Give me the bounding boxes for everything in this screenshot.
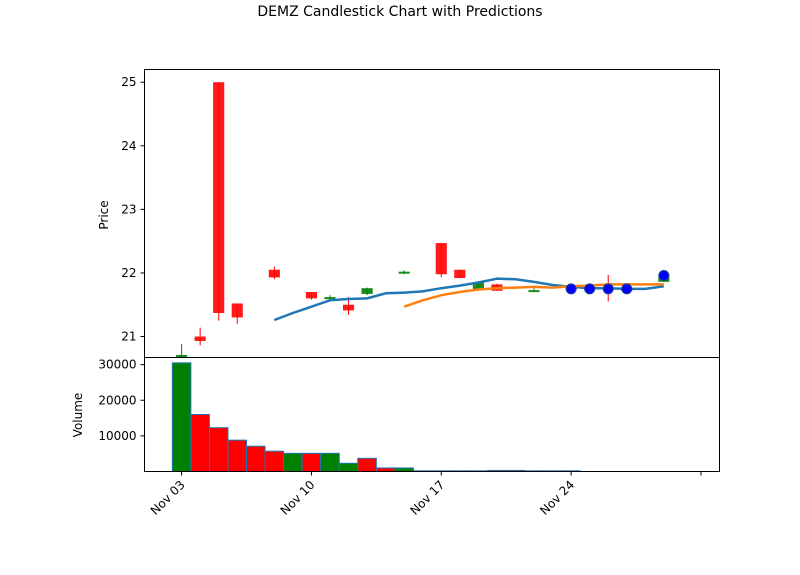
prediction-marker — [621, 283, 633, 295]
predictions-group — [565, 269, 670, 295]
chart-title: DEMZ Candlestick Chart with Predictions — [257, 4, 542, 20]
candle-body — [361, 288, 373, 294]
candle-body — [231, 303, 243, 318]
candle-body — [528, 290, 540, 293]
volume-bar — [264, 450, 285, 473]
price-tick-label: 23 — [121, 202, 136, 216]
volume-bar — [190, 414, 210, 472]
volume-bar — [171, 362, 192, 472]
price-tick-label: 25 — [121, 75, 136, 89]
price-axes-frame — [144, 69, 720, 358]
price-axis-label: Price — [97, 200, 111, 229]
prediction-marker — [602, 283, 614, 295]
price-tick-label: 24 — [121, 139, 136, 153]
volume-bar — [246, 445, 266, 472]
candle-body — [194, 336, 206, 341]
price-panel: 21 22 23 24 25 Price — [97, 69, 720, 358]
volume-bar — [394, 467, 414, 472]
volume-axes-frame — [144, 357, 720, 472]
candle-body — [472, 282, 484, 290]
volume-bar — [357, 457, 377, 473]
volume-bar — [283, 452, 303, 472]
candle-body — [342, 304, 355, 311]
volume-bar — [320, 452, 340, 472]
volume-bar — [208, 427, 229, 472]
x-tick-label: Nov 24 — [537, 478, 577, 518]
volume-bar — [227, 439, 248, 472]
candles-group — [176, 82, 670, 357]
prediction-marker — [565, 283, 577, 295]
volume-bars-group — [171, 362, 581, 473]
candle-body — [213, 82, 225, 313]
prediction-marker — [658, 269, 670, 281]
candle-body — [176, 354, 188, 357]
x-tick-label: Nov 03 — [148, 478, 188, 518]
ma-line-blue — [273, 277, 665, 322]
prediction-marker — [584, 283, 596, 295]
price-tick-label: 22 — [121, 266, 136, 280]
volume-axis-label: Volume — [71, 393, 85, 438]
price-tick-label: 21 — [121, 330, 136, 344]
candle-body — [398, 271, 410, 274]
candle-body — [268, 269, 280, 278]
ma-line-orange — [403, 283, 664, 308]
volume-tick-label: 10000 — [98, 429, 136, 443]
volume-bar — [301, 452, 322, 472]
candle-body — [435, 243, 447, 275]
volume-bar — [375, 467, 396, 472]
volume-bar — [338, 462, 359, 472]
candle-body — [305, 292, 317, 299]
x-tick-label: Nov 17 — [407, 478, 447, 518]
candle-body — [454, 269, 466, 279]
candle-body — [324, 297, 336, 300]
moving-averages-group — [273, 277, 665, 322]
volume-tick-label: 30000 — [98, 358, 136, 372]
x-axis: Nov 03 Nov 10 Nov 17 Nov 24 — [148, 471, 702, 518]
volume-tick-label: 20000 — [98, 393, 136, 407]
volume-panel: 10000 20000 30000 Volume — [71, 357, 720, 473]
x-tick-label: Nov 10 — [278, 478, 318, 518]
